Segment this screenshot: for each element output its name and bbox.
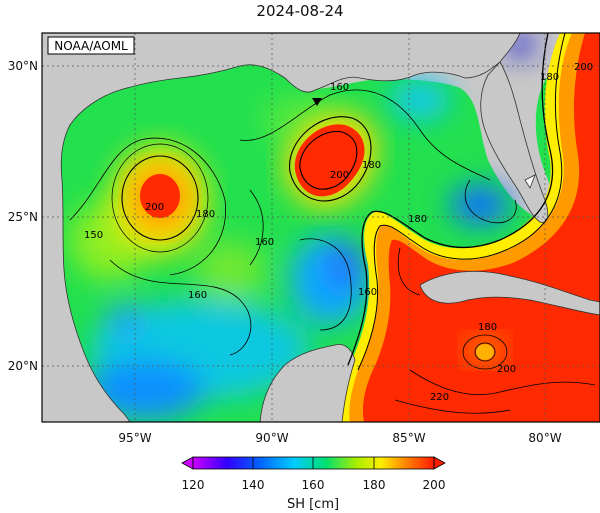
colorbar-tick-marks xyxy=(192,457,435,469)
contours xyxy=(69,33,596,414)
contour-labels: 160 180 200 180 200 180 150 160 160 160 … xyxy=(84,62,593,403)
map-frame xyxy=(41,32,600,423)
land xyxy=(42,33,600,422)
lat-label: 25°N xyxy=(8,210,38,224)
contour-label: 200 xyxy=(145,202,164,213)
contour-label: 180 xyxy=(362,160,381,171)
contour-label: 180 xyxy=(478,322,497,333)
lat-label: 20°N xyxy=(8,359,38,373)
latitude-labels: 30°N 25°N 20°N xyxy=(8,59,38,373)
lon-label: 85°W xyxy=(392,431,425,445)
marker-triangle-icon xyxy=(312,98,322,106)
contour-label: 220 xyxy=(430,392,449,403)
ssh-field xyxy=(42,33,600,422)
colorbar: 120 140 160 180 200 SH [cm] xyxy=(181,456,446,512)
colorbar-tick-label: 160 xyxy=(302,478,325,492)
colorbar-tick-label: 180 xyxy=(363,478,386,492)
contour-label: 160 xyxy=(358,287,377,298)
colorbar-tick-label: 140 xyxy=(242,478,265,492)
lon-label: 95°W xyxy=(118,431,151,445)
contour-label: 160 xyxy=(188,290,207,301)
contour-label: 180 xyxy=(540,72,559,83)
contour-label: 160 xyxy=(255,237,274,248)
contour-label: 200 xyxy=(330,170,349,181)
map-title: 2024-08-24 xyxy=(256,2,344,20)
contour-label: 200 xyxy=(574,62,593,73)
lake-okeechobee xyxy=(524,174,536,189)
contour-label: 200 xyxy=(497,364,516,375)
colorbar-tick-label: 200 xyxy=(423,478,446,492)
colorbar-high-arrow xyxy=(433,456,446,470)
graticule xyxy=(42,33,600,422)
cuba xyxy=(419,270,600,316)
colorbar-gradient xyxy=(192,456,435,470)
lon-label: 90°W xyxy=(255,431,288,445)
colorbar-tick-label: 120 xyxy=(182,478,205,492)
credit-text: NOAA/AOML xyxy=(54,39,128,53)
lon-label: 80°W xyxy=(528,431,561,445)
mexico-us-landmass xyxy=(42,33,521,422)
ocean-colors xyxy=(42,33,600,422)
contour-label: 180 xyxy=(408,214,427,225)
longitude-labels: 95°W 90°W 85°W 80°W xyxy=(118,431,561,445)
colorbar-low-arrow xyxy=(181,456,194,470)
lat-label: 30°N xyxy=(8,59,38,73)
yucatan-peninsula xyxy=(259,343,356,422)
contour-label: 150 xyxy=(84,230,103,241)
contour-label: 160 xyxy=(330,82,349,93)
colorbar-label: SH [cm] xyxy=(287,497,339,512)
credit-box: NOAA/AOML xyxy=(47,36,135,55)
contour-label: 180 xyxy=(196,209,215,220)
